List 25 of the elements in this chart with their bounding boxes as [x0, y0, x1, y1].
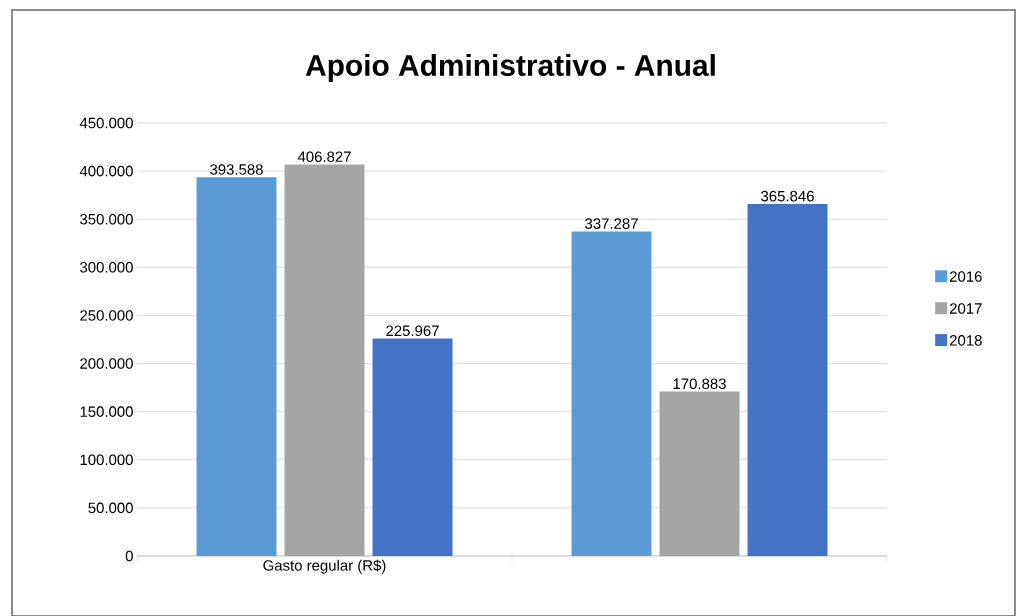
y-tick-label: 50.000	[88, 502, 133, 514]
bar	[196, 177, 277, 556]
data-label: 337.287	[585, 218, 638, 229]
y-tick-label: 250.000	[80, 310, 133, 321]
chart-title: Apoio Administrativo - Anual	[305, 54, 715, 82]
y-tick-label: 200.000	[80, 358, 133, 369]
legend-label: 2018	[949, 335, 982, 346]
bar	[372, 338, 453, 556]
y-tick-label: 150.000	[80, 406, 133, 417]
y-tick-label: 350.000	[80, 213, 133, 225]
y-tick-label: 450.000	[79, 117, 133, 129]
data-label: 225.967	[386, 325, 439, 337]
bar	[571, 231, 652, 556]
data-label: 406.827	[297, 151, 351, 162]
legend-label: 2016	[949, 271, 982, 282]
y-tick-label: 300.000	[80, 262, 133, 273]
data-label: 365.846	[761, 190, 814, 202]
y-tick-label: 0	[125, 550, 133, 562]
bar	[747, 203, 828, 556]
data-label: 393.588	[210, 164, 263, 175]
y-tick-label: 400.000	[79, 165, 133, 177]
y-tick-label: 100.000	[80, 454, 133, 466]
legend-label: 2017	[949, 303, 982, 314]
x-tick-label: Gasto regular (R$)	[263, 559, 386, 574]
data-label: 170.883	[673, 378, 726, 390]
